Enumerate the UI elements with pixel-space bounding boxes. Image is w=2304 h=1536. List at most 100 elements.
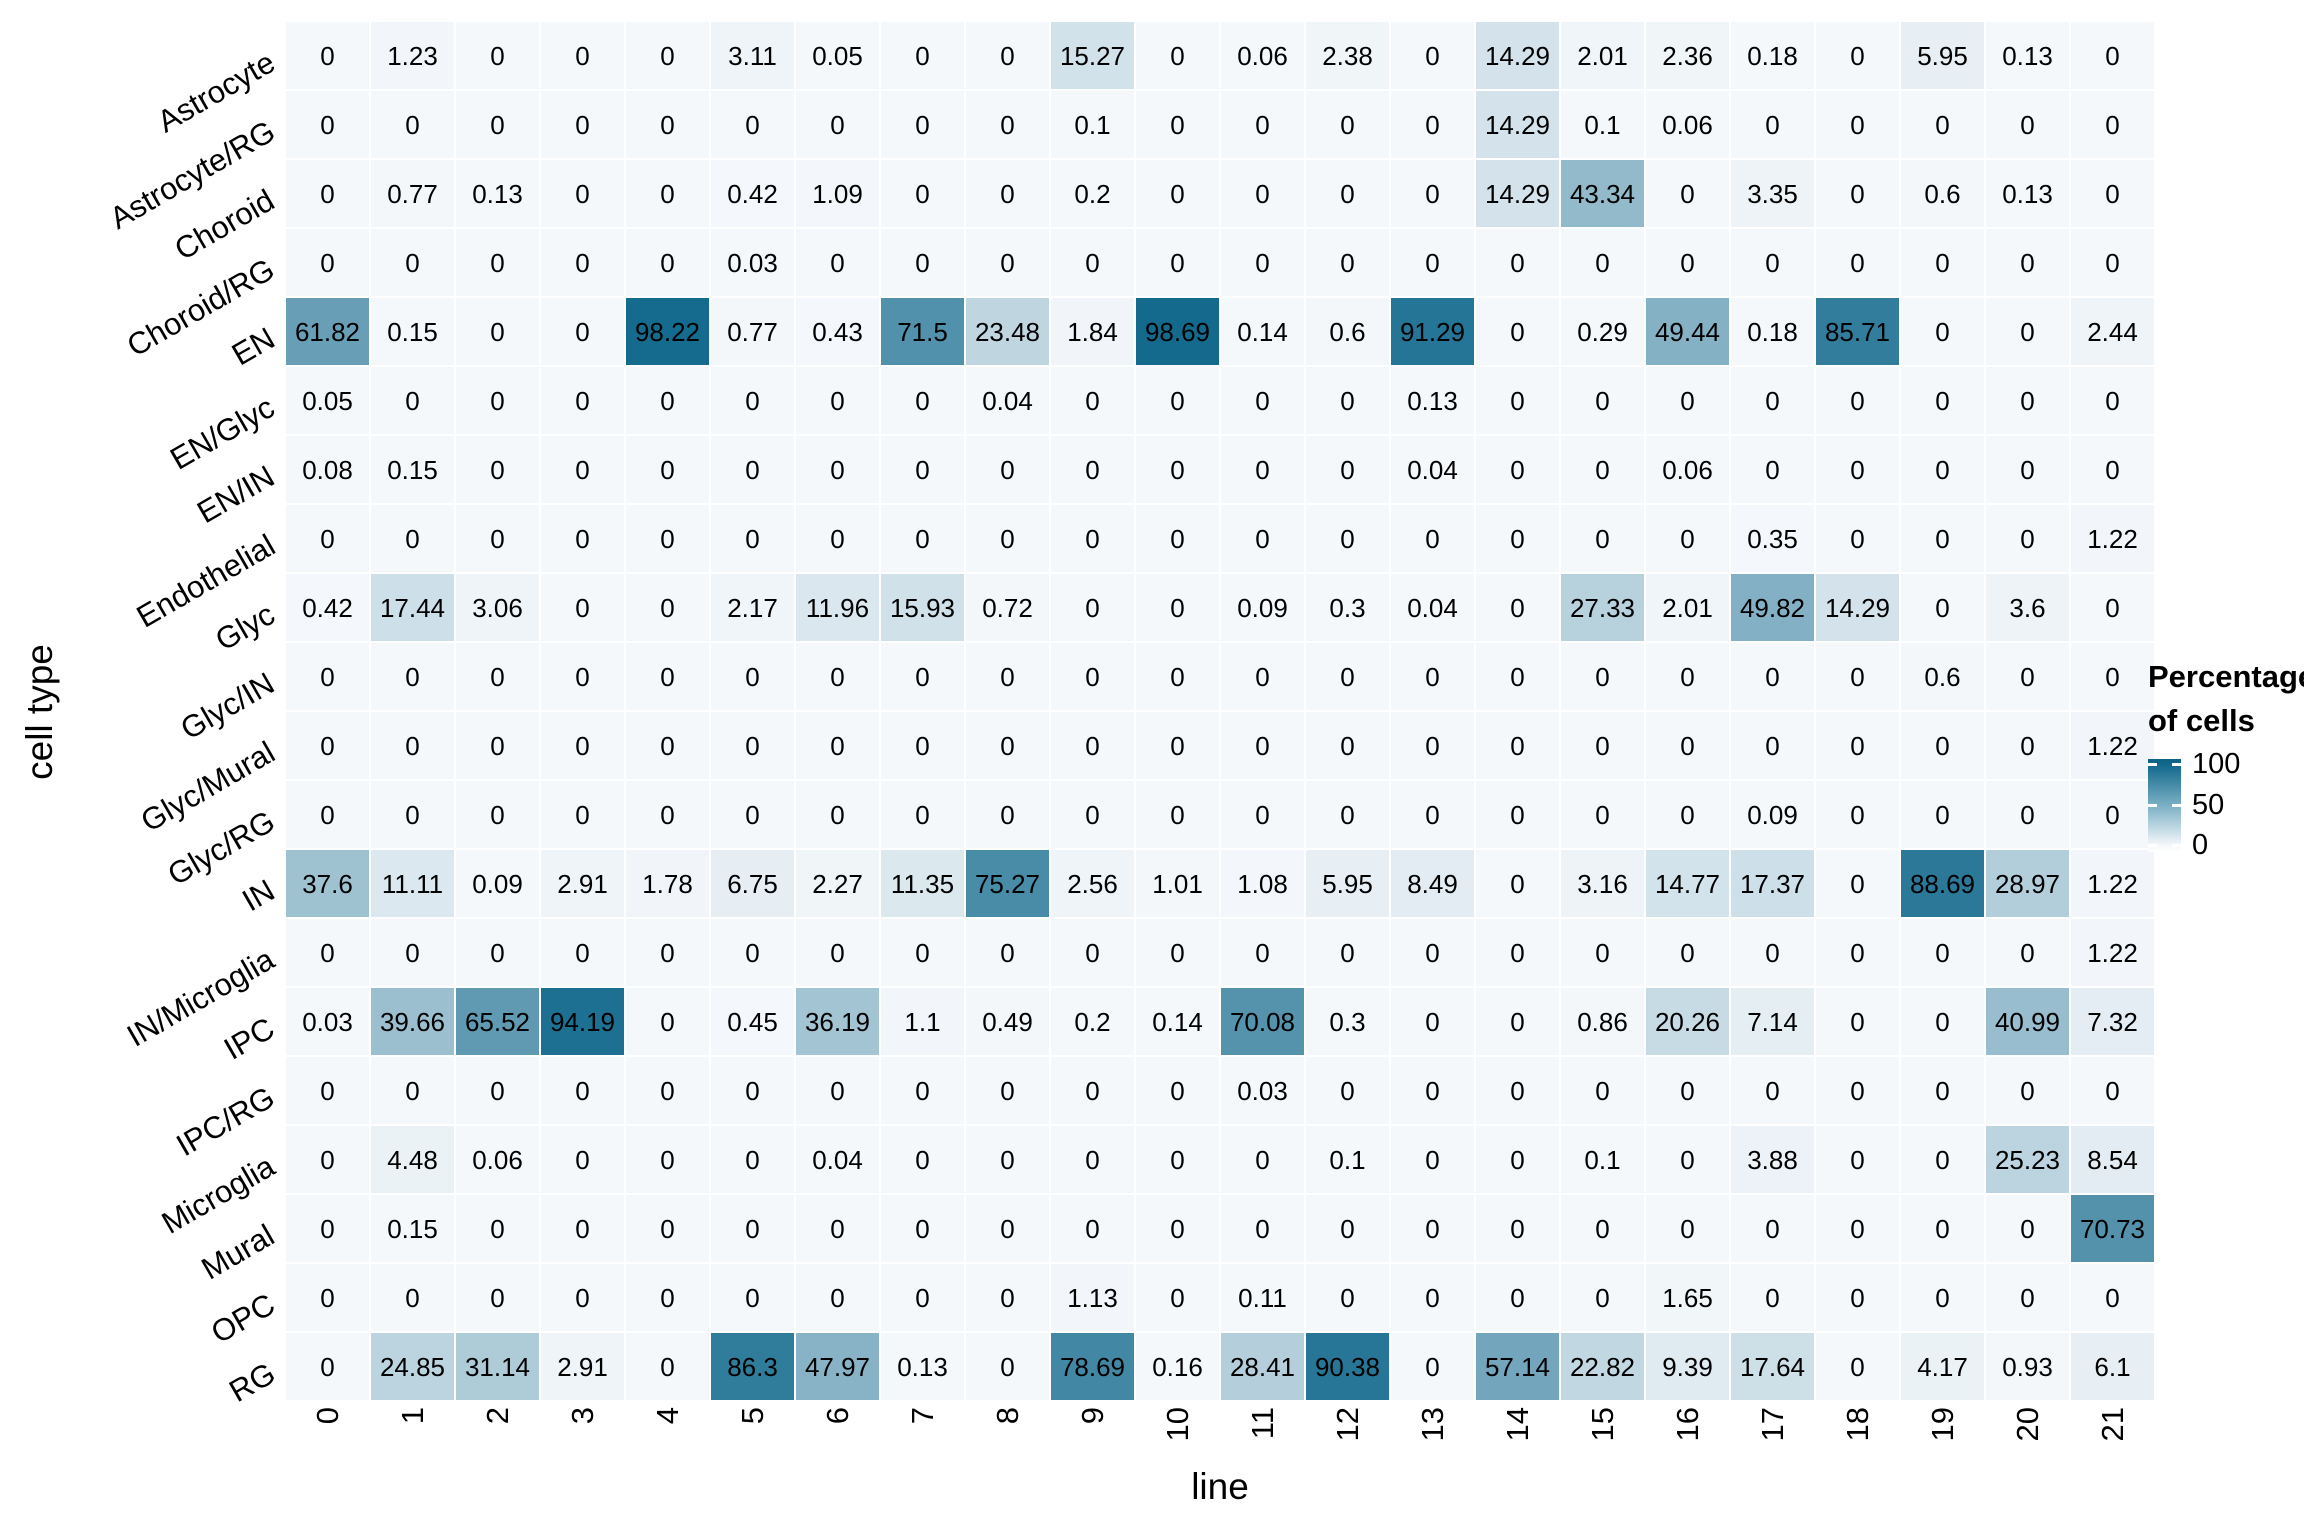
heatmap-cell: 0 — [880, 642, 965, 711]
heatmap-cell: 0 — [1135, 918, 1220, 987]
heatmap-cell: 2.44 — [2070, 297, 2155, 366]
heatmap-cell: 0 — [1390, 780, 1475, 849]
heatmap-cell: 0 — [2070, 366, 2155, 435]
heatmap-cell: 4.17 — [1900, 1332, 1985, 1401]
heatmap-cell: 0 — [965, 159, 1050, 228]
heatmap-cell: 0 — [965, 21, 1050, 90]
heatmap-cell: 0 — [540, 573, 625, 642]
y-tick-label-endothelial: Endothelial — [0, 504, 280, 634]
y-tick-label-microglia: Microglia — [0, 1125, 281, 1240]
heatmap-cell: 0 — [1305, 1056, 1390, 1125]
y-tick-label-ipc-rg: IPC/RG — [0, 1056, 281, 1163]
heatmap-cell: 0 — [1815, 711, 1900, 780]
heatmap-cell: 0 — [965, 642, 1050, 711]
heatmap-cell: 27.33 — [1560, 573, 1645, 642]
x-tick-label-text: 12 — [1330, 1407, 1365, 1442]
heatmap-cell: 0.04 — [1390, 573, 1475, 642]
heatmap-cell: 0 — [1560, 642, 1645, 711]
heatmap-cell: 0 — [1645, 366, 1730, 435]
heatmap-cell: 0.15 — [370, 1194, 455, 1263]
heatmap-cell: 7.32 — [2070, 987, 2155, 1056]
heatmap-cell: 8.49 — [1390, 849, 1475, 918]
heatmap-cell: 0 — [540, 21, 625, 90]
heatmap-cell: 0 — [965, 780, 1050, 849]
heatmap-cell: 0 — [625, 918, 710, 987]
heatmap-cell: 90.38 — [1305, 1332, 1390, 1401]
heatmap-cell: 0 — [880, 780, 965, 849]
heatmap-cell: 0 — [370, 90, 455, 159]
heatmap-cell: 61.82 — [285, 297, 370, 366]
heatmap-cell: 0 — [1815, 21, 1900, 90]
heatmap-cell: 70.73 — [2070, 1194, 2155, 1263]
heatmap-cell: 49.44 — [1645, 297, 1730, 366]
heatmap-cell: 14.29 — [1475, 159, 1560, 228]
heatmap-cell: 0 — [795, 435, 880, 504]
heatmap-cell: 0 — [540, 711, 625, 780]
heatmap-cell: 11.35 — [880, 849, 965, 918]
heatmap-cell: 0 — [880, 435, 965, 504]
heatmap-cell: 0.04 — [795, 1125, 880, 1194]
heatmap-cell: 0 — [1730, 1194, 1815, 1263]
heatmap-cell: 0.16 — [1135, 1332, 1220, 1401]
heatmap-cell: 0 — [1730, 435, 1815, 504]
heatmap-cell: 0 — [1645, 1056, 1730, 1125]
heatmap-cell: 0 — [710, 1125, 795, 1194]
heatmap-cell: 0 — [1475, 228, 1560, 297]
heatmap-cell: 0 — [880, 504, 965, 573]
heatmap-cell: 0 — [1560, 366, 1645, 435]
heatmap-cell: 0 — [1475, 1194, 1560, 1263]
x-tick-label-text: 17 — [1755, 1407, 1790, 1442]
heatmap-cell: 0 — [1135, 711, 1220, 780]
heatmap-cell: 14.29 — [1475, 90, 1560, 159]
heatmap-cell: 0 — [455, 435, 540, 504]
heatmap-cell: 0 — [1475, 987, 1560, 1056]
heatmap-cell: 0 — [1560, 228, 1645, 297]
heatmap-cell: 0 — [1135, 435, 1220, 504]
y-tick-label-text: RG — [222, 1354, 281, 1409]
heatmap-cell: 0.77 — [370, 159, 455, 228]
y-tick-label-glyc-rg: Glyc/RG — [0, 780, 281, 892]
heatmap-cell: 0 — [880, 1263, 965, 1332]
y-tick-label-astrocyte: Astrocyte — [0, 21, 280, 139]
heatmap-cell: 0 — [285, 1263, 370, 1332]
heatmap-cell: 0.11 — [1220, 1263, 1305, 1332]
heatmap-cell: 0.2 — [1050, 987, 1135, 1056]
heatmap-cell: 0 — [1985, 504, 2070, 573]
heatmap-cell: 40.99 — [1985, 987, 2070, 1056]
heatmap-cell: 0 — [455, 21, 540, 90]
x-tick-label-text: 0 — [310, 1407, 345, 1425]
heatmap-cell: 0 — [1305, 435, 1390, 504]
heatmap-cell: 0 — [795, 1263, 880, 1332]
y-tick-label-text: EN — [225, 319, 281, 372]
y-tick-label-glyc-mural: Glyc/Mural — [0, 711, 281, 838]
heatmap-cell: 11.96 — [795, 573, 880, 642]
heatmap-cell: 6.1 — [2070, 1332, 2155, 1401]
heatmap-cell: 0 — [625, 159, 710, 228]
heatmap-cell: 0 — [1645, 1194, 1730, 1263]
heatmap-cell: 0 — [1475, 1125, 1560, 1194]
heatmap-cell: 0.6 — [1900, 642, 1985, 711]
x-tick-label-text: 8 — [990, 1407, 1025, 1425]
heatmap-cell: 0 — [625, 1056, 710, 1125]
heatmap-cell: 0 — [1560, 780, 1645, 849]
heatmap-cell: 0 — [880, 711, 965, 780]
heatmap-cell: 0 — [1220, 780, 1305, 849]
legend-tick-mark — [2148, 844, 2157, 848]
heatmap-cell: 0 — [880, 366, 965, 435]
heatmap-cell: 0 — [1815, 90, 1900, 159]
heatmap-cell: 0 — [795, 366, 880, 435]
heatmap-cell: 3.88 — [1730, 1125, 1815, 1194]
heatmap-cell: 0 — [285, 642, 370, 711]
x-tick-label-text: 19 — [1925, 1407, 1960, 1442]
x-tick-label-text: 15 — [1585, 1407, 1620, 1442]
heatmap-cell: 0 — [1390, 1056, 1475, 1125]
heatmap-cell: 0 — [1900, 297, 1985, 366]
heatmap-cell: 0.06 — [1645, 90, 1730, 159]
heatmap-cell: 14.29 — [1815, 573, 1900, 642]
legend-gradient: 100 50 0 — [2148, 749, 2304, 861]
heatmap-cell: 0 — [455, 642, 540, 711]
heatmap-cell: 0 — [2070, 21, 2155, 90]
heatmap-cell: 0 — [1985, 780, 2070, 849]
heatmap-cell: 0.04 — [965, 366, 1050, 435]
legend-tick-mark — [2148, 763, 2157, 767]
